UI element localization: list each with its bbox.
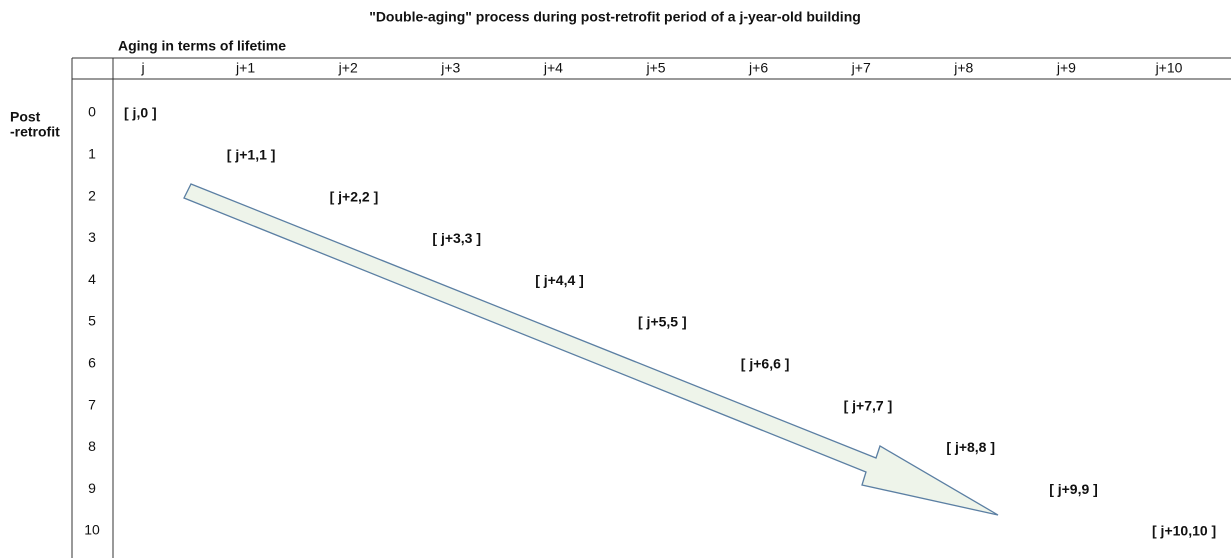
arrow <box>183 183 999 516</box>
cell-label: [ j+5,5 ] <box>638 314 687 330</box>
cell-label: [ j+7,7 ] <box>844 397 893 413</box>
column-label: j+2 <box>338 60 358 76</box>
cell-label: [ j+8,8 ] <box>946 439 995 455</box>
column-label: j+3 <box>440 60 460 76</box>
row-label: 3 <box>88 229 96 245</box>
cell-label: [ j+1,1 ] <box>227 147 276 163</box>
column-label: j <box>140 60 144 76</box>
row-label: 6 <box>88 355 96 371</box>
row-header: -retrofit <box>10 124 60 140</box>
column-label: j+10 <box>1155 60 1183 76</box>
column-label: j+7 <box>851 60 871 76</box>
cell-label: [ j+9,9 ] <box>1049 481 1098 497</box>
row-label: 0 <box>88 104 96 120</box>
cell-label: [ j+6,6 ] <box>741 356 790 372</box>
row-label: 1 <box>88 146 96 162</box>
row-label: 4 <box>88 271 96 287</box>
column-label: j+4 <box>543 60 563 76</box>
cell-label: [ j+10,10 ] <box>1152 523 1216 539</box>
cell-label: [ j+4,4 ] <box>535 272 584 288</box>
column-label: j+6 <box>748 60 768 76</box>
cell-label: [ j,0 ] <box>124 105 157 121</box>
column-label: j+8 <box>953 60 973 76</box>
row-label: 5 <box>88 313 96 329</box>
row-label: 7 <box>88 396 96 412</box>
cell-label: [ j+2,2 ] <box>330 188 379 204</box>
column-label: j+5 <box>645 60 665 76</box>
row-label: 10 <box>84 522 100 538</box>
cell-label: [ j+3,3 ] <box>432 230 481 246</box>
row-label: 2 <box>88 187 96 203</box>
column-label: j+1 <box>235 60 255 76</box>
row-label: 8 <box>88 438 96 454</box>
row-header: Post <box>10 109 41 125</box>
title: "Double-aging" process during post-retro… <box>369 9 861 25</box>
row-label: 9 <box>88 480 96 496</box>
column-label: j+9 <box>1056 60 1076 76</box>
column-header: Aging in terms of lifetime <box>118 38 286 54</box>
